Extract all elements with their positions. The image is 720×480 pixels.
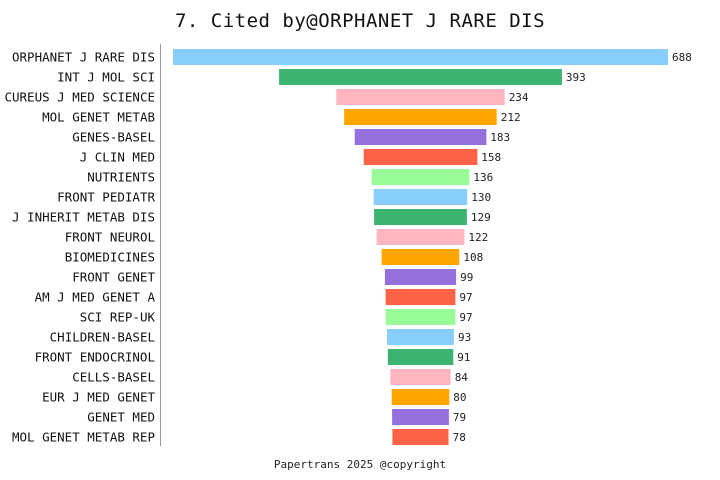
bar-14 — [387, 329, 454, 345]
value-label-11: 99 — [460, 271, 473, 284]
bar-0 — [173, 49, 668, 65]
chart-title: 7. Cited by@ORPHANET J RARE DIS — [174, 10, 546, 32]
value-label-18: 79 — [453, 411, 466, 424]
category-label-13: SCI REP-UK — [80, 310, 156, 325]
value-label-8: 129 — [471, 211, 491, 224]
value-labels-group: 688 393 234 212 183 158 136 130 129 122 108 99 97 97 9… — [453, 51, 692, 444]
category-label-7: FRONT PEDIATR — [57, 190, 155, 205]
category-label-17: EUR J MED GENET — [42, 390, 155, 405]
category-label-15: FRONT ENDOCRINOL — [35, 350, 155, 365]
bar-15 — [387, 349, 454, 365]
value-label-16: 84 — [455, 371, 469, 384]
value-label-17: 80 — [453, 391, 466, 404]
bar-1 — [279, 69, 562, 85]
value-label-12: 97 — [459, 291, 472, 304]
bar-3 — [344, 109, 497, 125]
value-label-10: 108 — [463, 251, 483, 264]
category-label-3: MOL GENET METAB — [42, 110, 155, 125]
value-label-3: 212 — [501, 111, 521, 124]
category-label-5: J CLIN MED — [80, 150, 155, 165]
category-label-0: ORPHANET J RARE DIS — [12, 50, 155, 65]
category-label-10: BIOMEDICINES — [65, 250, 155, 265]
bar-8 — [374, 209, 467, 225]
bar-13 — [385, 309, 456, 325]
bar-9 — [376, 229, 465, 245]
value-label-2: 234 — [509, 91, 529, 104]
category-label-14: CHILDREN-BASEL — [50, 330, 155, 345]
category-label-1: INT J MOL SCI — [57, 70, 155, 85]
category-label-11: FRONT GENET — [72, 270, 155, 285]
category-label-16: CELLS-BASEL — [72, 370, 155, 385]
bar-4 — [354, 129, 487, 145]
category-label-12: AM J MED GENET A — [35, 290, 156, 305]
bar-18 — [392, 409, 449, 425]
value-label-13: 97 — [459, 311, 472, 324]
bar-19 — [392, 429, 449, 445]
value-label-5: 158 — [481, 151, 501, 164]
category-label-19: MOL GENET METAB REP — [12, 430, 155, 445]
value-label-19: 78 — [453, 431, 466, 444]
bar-17 — [391, 389, 450, 405]
bar-2 — [336, 89, 505, 105]
category-label-8: J INHERIT METAB DIS — [12, 210, 155, 225]
category-labels-group: ORPHANET J RARE DIS INT J MOL SCI CUREUS J… — [4, 50, 155, 445]
bars-group — [173, 49, 668, 445]
value-label-15: 91 — [457, 351, 470, 364]
value-label-9: 122 — [468, 231, 488, 244]
copyright-footer: Papertrans 2025 @copyright — [273, 458, 447, 471]
bar-12 — [385, 289, 456, 305]
bar-11 — [384, 269, 457, 285]
bar-10 — [381, 249, 460, 265]
value-label-0: 688 — [672, 51, 692, 64]
value-label-1: 393 — [566, 71, 586, 84]
bar-5 — [363, 149, 478, 165]
category-label-4: GENES-BASEL — [72, 130, 155, 145]
category-label-2: CUREUS J MED SCIENCE — [4, 90, 155, 105]
category-label-18: GENET MED — [87, 410, 155, 425]
bar-7 — [373, 189, 468, 205]
bar-16 — [390, 369, 451, 385]
value-label-7: 130 — [471, 191, 491, 204]
category-label-9: FRONT NEUROL — [65, 230, 155, 245]
value-label-14: 93 — [458, 331, 471, 344]
value-label-4: 183 — [490, 131, 510, 144]
value-label-6: 136 — [473, 171, 493, 184]
category-label-6: NUTRIENTS — [87, 170, 155, 185]
bar-6 — [371, 169, 470, 185]
